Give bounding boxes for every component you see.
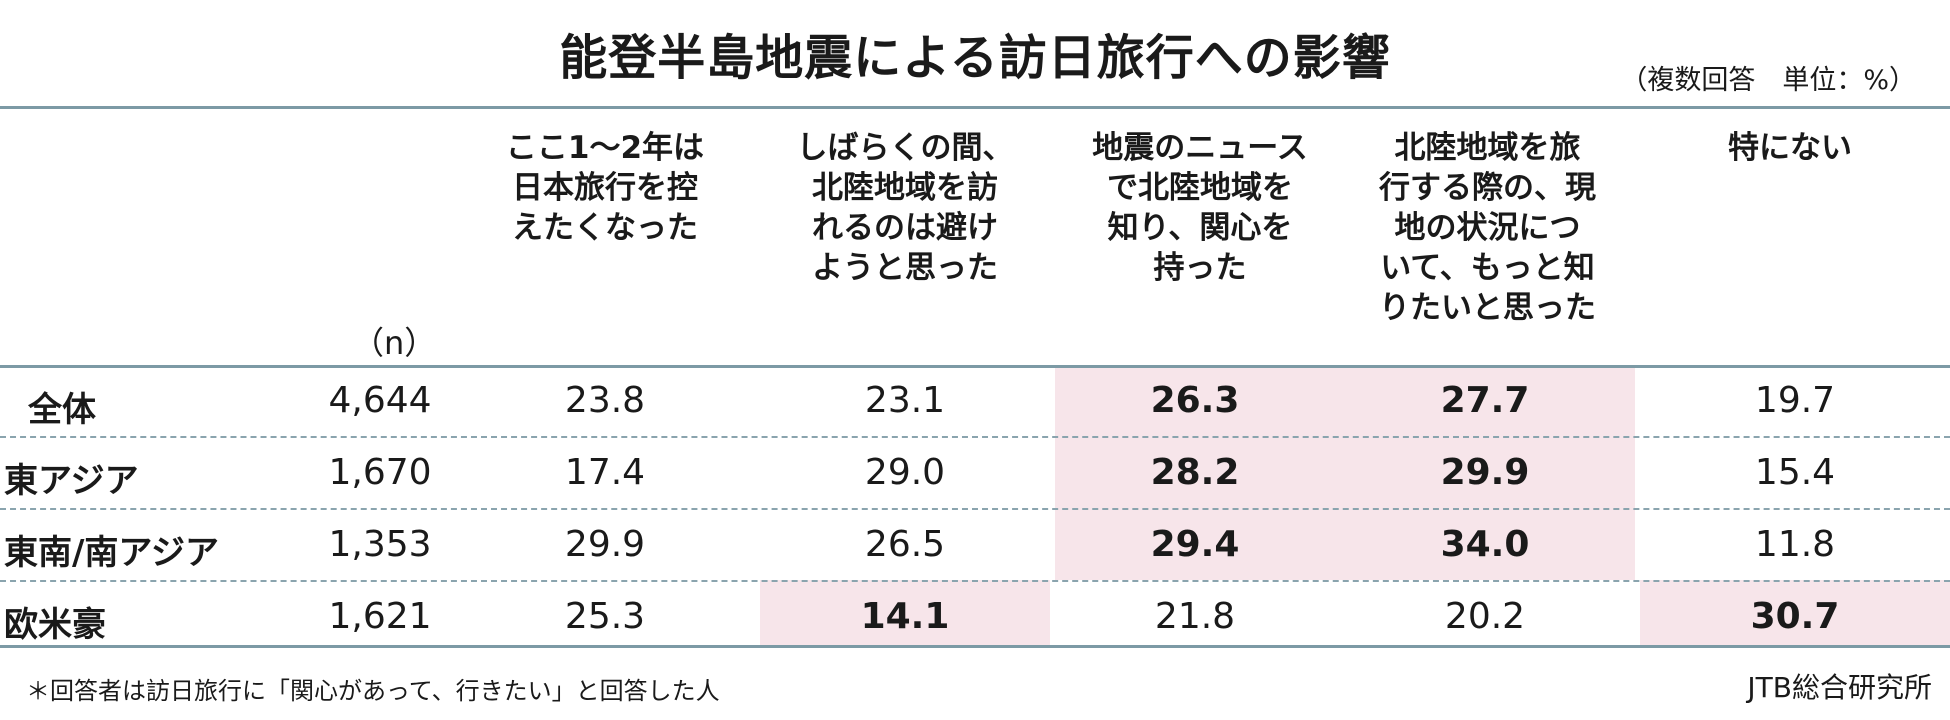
table-cell: 11.8 [1754,524,1836,565]
table-cell: 14.1 [860,596,950,637]
source-credit: JTB総合研究所 [1747,671,1932,704]
highlight-cell [1640,580,1950,645]
table-cell: 23.8 [564,380,646,421]
table-cell: 17.4 [564,452,646,493]
table-cell: 28.2 [1150,452,1240,493]
column-header: 北陸地域を旅 行する際の、現 地の状況につ いて、もっと知 りたいと思った [1379,130,1596,326]
table-cell: 15.4 [1754,452,1836,493]
table-cell: 34.0 [1440,524,1530,565]
table-cell: 26.3 [1150,380,1240,421]
footnote: ＊回答者は訪日旅行に「関心があって、行きたい」と回答した人 [26,677,720,705]
table-cell: 27.7 [1440,380,1530,421]
top-rule [0,106,1950,109]
highlight-cell [760,580,1050,645]
n-value: 1,353 [328,524,432,565]
bottom-rule [0,645,1950,648]
row-label: 東南/南アジア [4,533,220,573]
n-value: 1,621 [328,596,432,637]
table-cell: 29.0 [864,452,946,493]
column-header: 特にない [1728,130,1852,166]
header-rule [0,365,1950,368]
table-cell: 20.2 [1444,596,1526,637]
n-value: 1,670 [328,452,432,493]
table-cell: 29.4 [1150,524,1240,565]
n-column-label: （n） [352,324,437,362]
n-value: 4,644 [328,380,432,421]
column-header: ここ1～2年は 日本旅行を控 えたくなった [505,130,705,246]
table-cell: 25.3 [564,596,646,637]
row-label: 欧米豪 [4,605,106,645]
table-cell: 26.5 [864,524,946,565]
table-cell: 30.7 [1750,596,1840,637]
row-divider [0,436,1950,438]
column-header: 地震のニュース で北陸地域を 知り、関心を 持った [1092,130,1308,286]
table-cell: 29.9 [564,524,646,565]
column-header: しばらくの間、 北陸地域を訪 れるのは避け ようと思った [796,130,1014,286]
table-cell: 21.8 [1154,596,1236,637]
row-label: 全体 [28,390,96,430]
table-cell: 23.1 [864,380,946,421]
row-label: 東アジア [4,461,139,501]
table-cell: 19.7 [1754,380,1836,421]
units-note: （複数回答 単位：%） [1620,65,1916,96]
row-divider [0,580,1950,582]
page-title: 能登半島地震による訪日旅行への影響 [559,30,1391,86]
row-divider [0,508,1950,510]
table-cell: 29.9 [1440,452,1530,493]
highlight-cell [1055,368,1635,580]
